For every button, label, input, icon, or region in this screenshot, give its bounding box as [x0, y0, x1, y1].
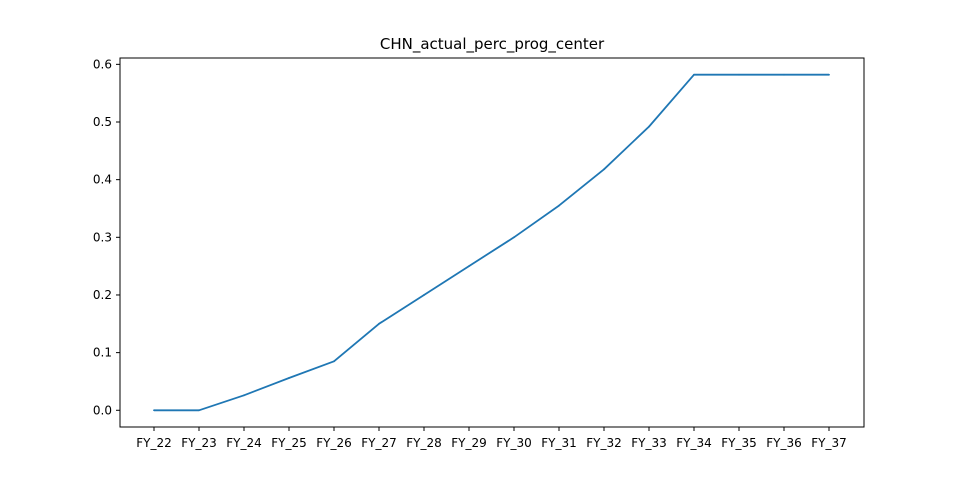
chart-title: CHN_actual_perc_prog_center: [380, 35, 605, 54]
x-tick-label: FY_30: [496, 436, 532, 450]
data-point: [558, 204, 560, 207]
x-tick-label: FY_31: [541, 436, 577, 450]
data-point: [153, 409, 155, 412]
x-tick-label: FY_23: [181, 436, 217, 450]
data-point: [603, 168, 605, 171]
series-layer: [153, 73, 830, 412]
data-point: [783, 73, 785, 76]
data-point: [333, 360, 335, 363]
y-axis-ticks: 0.0 0.1 0.2 0.3 0.4 0.5 0.6: [93, 57, 120, 417]
data-point: [513, 236, 515, 239]
data-point: [738, 73, 740, 76]
data-point: [828, 73, 830, 76]
x-tick-label: FY_24: [226, 436, 262, 450]
data-point: [378, 322, 380, 325]
x-tick-label: FY_33: [631, 436, 667, 450]
data-point: [288, 377, 290, 379]
data-point: [468, 265, 470, 268]
x-tick-label: FY_26: [316, 436, 352, 450]
x-tick-label: FY_27: [361, 436, 397, 450]
y-tick-label: 0.1: [93, 346, 112, 360]
x-axis-ticks: FY_22 FY_23 FY_24 FY_25 FY_26 FY_27 FY_28 FY_29…: [136, 427, 847, 450]
y-tick-label: 0.2: [93, 288, 112, 302]
data-point: [423, 294, 425, 296]
x-tick-label: FY_36: [766, 436, 802, 450]
data-point: [693, 73, 695, 76]
x-tick-label: FY_25: [271, 436, 307, 450]
x-tick-label: FY_32: [586, 436, 622, 450]
y-tick-label: 0.3: [93, 230, 112, 244]
data-point: [243, 394, 245, 397]
y-tick-label: 0.6: [93, 57, 112, 71]
x-tick-label: FY_29: [451, 436, 487, 450]
y-tick-label: 0.4: [93, 173, 112, 187]
x-tick-label: FY_28: [406, 436, 442, 450]
data-point: [648, 125, 650, 128]
plot-area-frame: [119, 57, 865, 428]
x-tick-label: FY_22: [136, 436, 172, 450]
y-tick-label: 0.0: [93, 403, 112, 417]
data-point: [198, 409, 200, 412]
x-tick-label: FY_34: [676, 436, 712, 450]
x-tick-label: FY_37: [811, 436, 847, 450]
x-tick-label: FY_35: [721, 436, 757, 450]
series-line: [154, 73, 829, 412]
y-tick-label: 0.5: [93, 115, 112, 129]
